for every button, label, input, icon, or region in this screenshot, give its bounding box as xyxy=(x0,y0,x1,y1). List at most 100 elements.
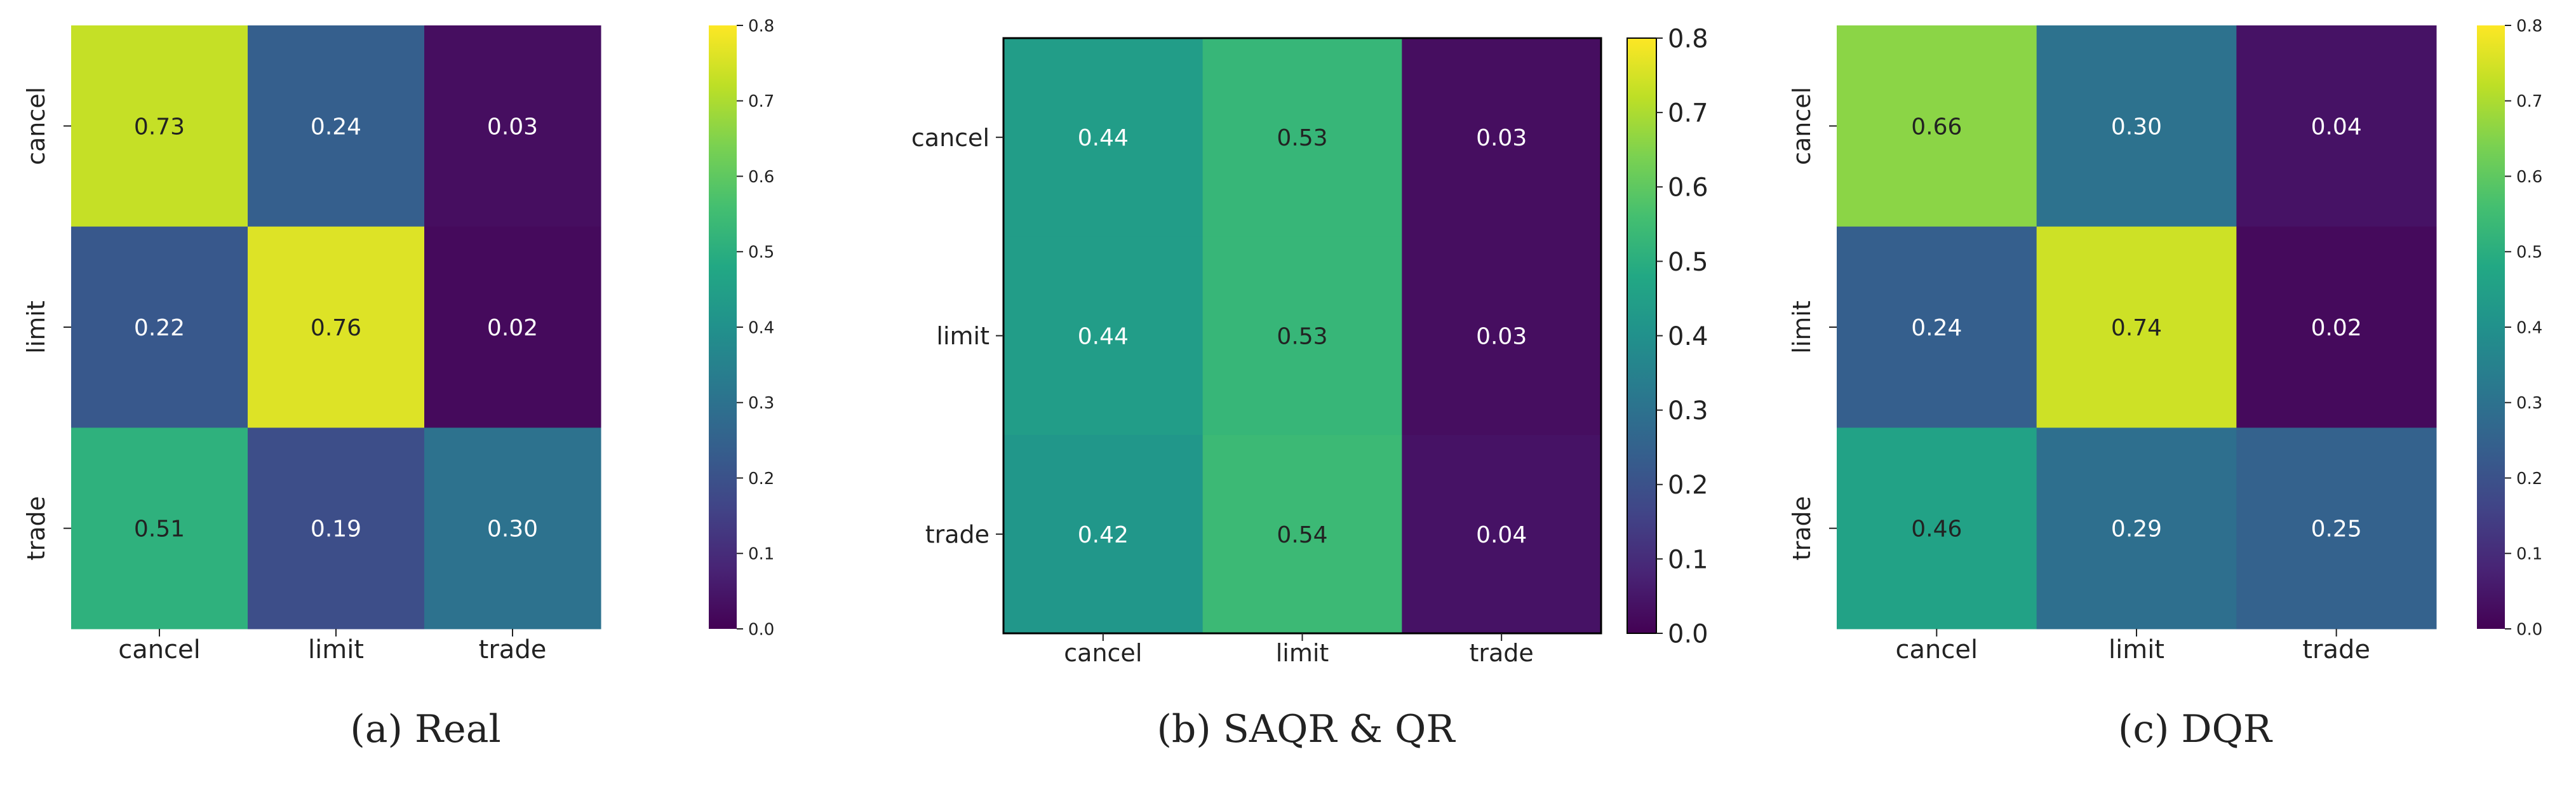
heatmap-cell xyxy=(1202,236,1402,436)
colorbar-tick-label: 0.5 xyxy=(1668,248,1708,277)
cell-value-label: 0.22 xyxy=(134,315,185,341)
cell-value-label: 0.42 xyxy=(1078,522,1129,548)
colorbar-tick-label: 0.8 xyxy=(2516,17,2542,36)
colorbar-tick-label: 0.1 xyxy=(748,545,774,564)
cell-value-label: 0.53 xyxy=(1277,323,1327,349)
colorbar-tick-label: 0.5 xyxy=(2516,243,2542,262)
heatmap-cell xyxy=(1003,434,1204,634)
heatmap-cell xyxy=(248,25,425,227)
heatmap-cell xyxy=(248,428,425,630)
cell-value-label: 0.46 xyxy=(1911,516,1962,542)
heatmap-cell xyxy=(1003,38,1204,237)
y-tick-label: limit xyxy=(1788,300,1816,354)
subfigure-caption: (a) Real xyxy=(350,707,500,751)
heatmap-cell xyxy=(1003,236,1204,436)
x-tick-label: trade xyxy=(479,635,547,664)
cell-value-label: 0.76 xyxy=(311,315,361,341)
heatmap-panel: 0.44 0.53 0.03 0.44 0.53 0.03 0.42 0.54 0.04 canc… xyxy=(911,24,1708,751)
colorbar-tick-label: 0.1 xyxy=(1668,545,1708,574)
colorbar-tick-label: 0.7 xyxy=(748,92,774,111)
colorbar-tick-label: 0.1 xyxy=(2516,545,2542,564)
heatmap-cell xyxy=(1402,236,1602,436)
y-tick-label: limit xyxy=(22,300,50,354)
cell-value-label: 0.30 xyxy=(487,516,538,542)
heatmap-cell xyxy=(2036,226,2237,428)
heatmap-cell xyxy=(424,25,601,227)
y-tick-label: trade xyxy=(1788,496,1816,560)
colorbar-tick-label: 0.3 xyxy=(2516,394,2542,413)
x-tick-label: limit xyxy=(1276,639,1329,667)
cell-value-label: 0.73 xyxy=(134,114,185,140)
heatmap-cell xyxy=(424,226,601,428)
colorbar-tick-label: 0.2 xyxy=(748,469,774,488)
heatmap-cell xyxy=(71,226,248,428)
heatmap-cell xyxy=(1837,428,2037,630)
colorbar-tick-label: 0.2 xyxy=(2516,469,2542,488)
colorbar-tick-label: 0.0 xyxy=(748,620,774,639)
subfigure-caption: (b) SAQR & QR xyxy=(1157,707,1456,751)
heatmap-panel: 0.66 0.30 0.04 0.24 0.74 0.02 0.46 0.29 0.25 canc… xyxy=(1788,17,2542,751)
cell-value-label: 0.30 xyxy=(2111,114,2162,140)
colorbar-tick-label: 0.4 xyxy=(748,318,774,337)
cell-value-label: 0.29 xyxy=(2111,516,2162,542)
colorbar-tick-label: 0.5 xyxy=(748,243,774,262)
heatmap-cell xyxy=(1837,226,2037,428)
x-tick-label: cancel xyxy=(118,635,201,664)
cell-value-label: 0.54 xyxy=(1277,522,1327,548)
colorbar-tick-label: 0.6 xyxy=(2516,168,2542,187)
colorbar-tick-label: 0.2 xyxy=(1668,471,1708,500)
x-tick-label: limit xyxy=(308,635,364,664)
y-tick-label: cancel xyxy=(911,124,989,152)
heatmap-cell xyxy=(1202,434,1402,634)
cell-value-label: 0.74 xyxy=(2111,315,2162,341)
cell-value-label: 0.53 xyxy=(1277,125,1327,151)
y-tick-label: limit xyxy=(936,322,989,350)
cell-value-label: 0.03 xyxy=(1476,323,1527,349)
cell-value-label: 0.25 xyxy=(2311,516,2362,542)
heatmap-panel: 0.73 0.24 0.03 0.22 0.76 0.02 0.51 0.19 0.30 canc… xyxy=(22,17,774,751)
colorbar xyxy=(709,25,737,629)
cell-value-label: 0.19 xyxy=(311,516,361,542)
colorbar-tick-label: 0.7 xyxy=(2516,92,2542,111)
x-tick-label: trade xyxy=(2302,635,2370,664)
heatmap-cell xyxy=(71,428,248,630)
cell-value-label: 0.02 xyxy=(2311,315,2362,341)
colorbar-tick-label: 0.7 xyxy=(1668,99,1708,128)
colorbar-tick-label: 0.8 xyxy=(1668,24,1708,53)
colorbar-tick-label: 0.8 xyxy=(748,17,774,36)
colorbar-tick-label: 0.3 xyxy=(1668,396,1708,426)
colorbar-tick-label: 0.0 xyxy=(1668,619,1708,649)
cell-value-label: 0.03 xyxy=(487,114,538,140)
panels: 0.73 0.24 0.03 0.22 0.76 0.02 0.51 0.19 0.30 canc… xyxy=(22,17,2542,751)
y-tick-label: cancel xyxy=(1788,87,1816,165)
cell-value-label: 0.24 xyxy=(1911,315,1962,341)
colorbar-tick-label: 0.0 xyxy=(2516,620,2542,639)
heatmap-cell xyxy=(71,25,248,227)
cell-value-label: 0.66 xyxy=(1911,114,1962,140)
x-tick-label: cancel xyxy=(1064,639,1142,667)
colorbar xyxy=(2477,25,2505,629)
cell-value-label: 0.04 xyxy=(1476,522,1527,548)
x-tick-label: trade xyxy=(1470,639,1534,667)
heatmap-cell xyxy=(2236,25,2437,227)
cell-value-label: 0.51 xyxy=(134,516,185,542)
cell-value-label: 0.02 xyxy=(487,315,538,341)
colorbar xyxy=(1627,38,1656,633)
x-tick-label: limit xyxy=(2109,635,2164,664)
subfigure-caption: (c) DQR xyxy=(2118,707,2273,751)
colorbar-tick-label: 0.4 xyxy=(1668,322,1708,351)
cell-value-label: 0.44 xyxy=(1078,125,1129,151)
colorbar-tick-label: 0.3 xyxy=(748,394,774,413)
heatmap-cell xyxy=(248,226,425,428)
heatmap-cell xyxy=(424,428,601,630)
colorbar-tick-label: 0.6 xyxy=(748,168,774,187)
heatmap-cell xyxy=(1837,25,2037,227)
x-tick-label: cancel xyxy=(1896,635,1978,664)
heatmap-cell xyxy=(2036,25,2237,227)
heatmap-cell xyxy=(2236,226,2437,428)
colorbar-tick-label: 0.6 xyxy=(1668,173,1708,203)
cell-value-label: 0.04 xyxy=(2311,114,2362,140)
cell-value-label: 0.03 xyxy=(1476,125,1527,151)
y-tick-label: trade xyxy=(925,521,989,549)
